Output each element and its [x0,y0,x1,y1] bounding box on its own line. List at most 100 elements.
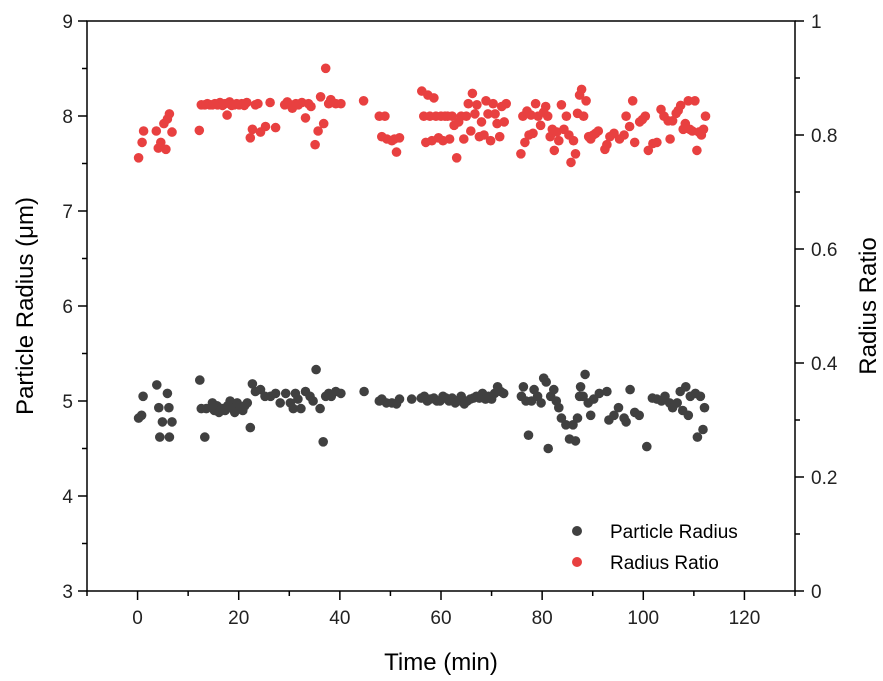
ticks [78,20,804,600]
x-tick-label: 80 [532,608,553,629]
particle-radius-point [359,386,369,397]
radius-ratio-point [542,111,553,121]
radius-ratio-point [476,117,487,127]
y-left-tick-label: 5 [62,392,73,413]
particle-radius-point [575,382,586,392]
y-right-tick-label: 0.6 [811,240,837,261]
x-tick-label: 0 [132,608,143,629]
x-tick-label: 40 [329,608,350,629]
particle-radius-point [541,377,551,387]
radius-ratio-point [483,109,493,119]
particle-radius-point [683,410,694,421]
radius-ratio-point [310,139,320,150]
radius-ratio-point [581,96,591,106]
radius-ratio-point [380,111,390,121]
particle-radius-point [536,398,546,408]
particle-radius-point [296,403,306,414]
tick-labels: 0 20 40 60 80 100 120 3 4 5 6 7 8 9 0 0.2 0.4 0.6 0.8 1 [62,12,837,629]
radius-ratio-point [554,135,564,146]
y-left-tick-label: 8 [62,107,73,128]
legend-marker-particle-radius [572,526,582,536]
y-axis-left-title: Particle Radius (μm) [12,197,39,415]
particle-radius-point [138,391,148,402]
radius-ratio-point [151,126,162,136]
legend: Particle Radius Radius Ratio [572,522,738,574]
y-right-tick-label: 0 [811,582,822,603]
particle-radius-point [201,403,212,414]
radius-ratio-point [164,109,175,119]
legend-marker-radius-ratio [572,557,582,567]
radius-ratio-point [602,139,612,150]
x-tick-label: 60 [430,608,451,629]
radius-ratio-point [461,111,472,121]
radius-ratio-point [479,130,489,140]
radius-ratio-point [643,145,654,156]
particle-radius-point [200,432,210,442]
particle-radius-point [152,380,162,390]
radius-ratio-point [526,110,536,120]
radius-ratio-point [683,96,694,106]
radius-ratio-point [306,101,316,112]
radius-ratio-point [624,121,635,132]
x-tick-label: 100 [627,608,659,629]
radius-ratio-point [692,145,702,156]
radius-ratio-point [593,126,604,136]
y-left-tick-label: 7 [62,202,73,223]
plot-frame [86,20,796,592]
radius-ratio-point [336,98,346,109]
y-left-tick-label: 4 [62,487,73,508]
particle-radius-point [695,391,706,402]
x-axis-title: Time (min) [384,649,498,676]
particle-radius-point [585,410,596,421]
radius-ratio-point [242,97,252,108]
y-axis-right-title: Radius Ratio [855,237,882,374]
radius-ratio-point [621,111,631,121]
radius-ratio-point [485,135,496,146]
particle-radius-point [195,375,205,385]
y-left-tick-label: 3 [62,582,73,603]
radius-ratio-point [270,122,281,133]
radius-ratio-point [444,134,455,144]
radius-ratio-point [472,100,482,110]
particle-radius-point [336,388,346,399]
radius-ratio-point [568,135,579,146]
radius-ratio-point [488,98,498,109]
particle-radius-point [318,437,329,447]
radius-ratio-point [245,133,256,143]
particle-radius-point [561,420,571,430]
radius-ratio-point [700,111,711,121]
radius-ratio-point [133,153,144,163]
particle-radius-point [288,403,299,414]
particle-radius-point [157,417,168,427]
particle-radius-point [621,417,631,427]
radius-ratio-point [490,109,500,119]
radius-ratio-point [535,120,546,131]
particle-radius-point [280,388,291,399]
radius-ratio-point [167,127,177,137]
particle-radius-point [247,379,258,389]
radius-ratio-point [137,137,147,148]
particle-radius-point [315,403,325,414]
particle-radius-point [164,402,174,413]
radius-ratio-point [665,134,675,144]
particle-radius-point [543,443,553,454]
radius-ratio-point [501,98,512,109]
radius-ratio-point [320,63,331,74]
particle-radius-point [692,432,703,442]
particle-radius-point [308,396,318,406]
particle-radius-point [154,402,164,413]
particle-radius-point [609,410,619,421]
particle-radius-point [549,384,559,395]
radius-ratio-point [429,93,439,103]
radius-ratio-point [156,137,166,148]
radius-ratio-point [530,98,541,109]
particle-radius-point [518,382,529,392]
radius-ratio-point [698,124,709,135]
radius-ratio-point [463,98,474,109]
particle-radius-point [625,384,635,395]
radius-ratio-point [494,131,505,142]
particle-radius-point [406,394,417,404]
radius-ratio-point [300,113,311,123]
data-points [133,63,711,454]
